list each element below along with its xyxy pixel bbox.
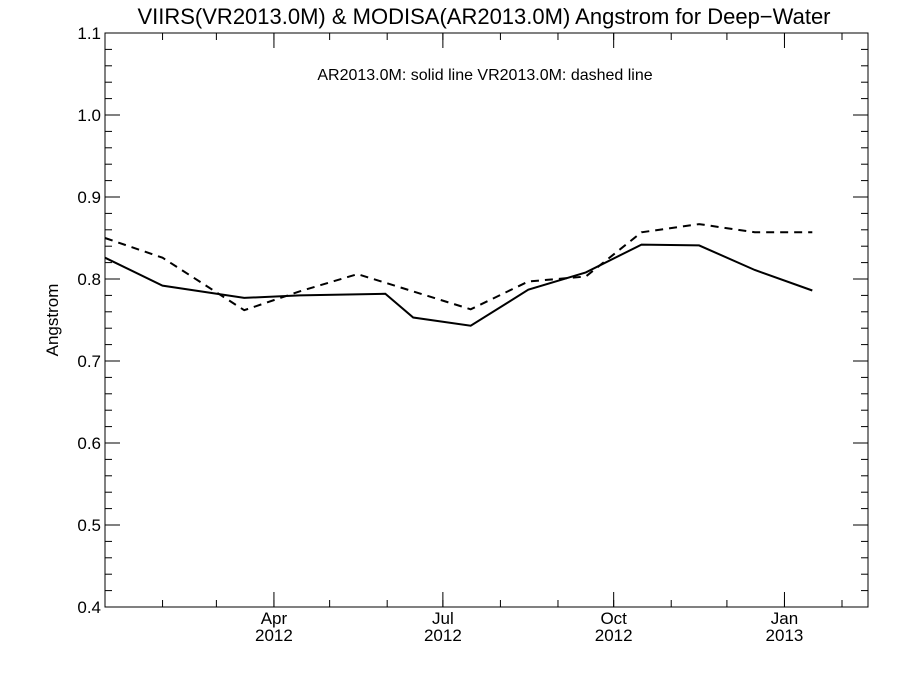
legend-text: AR2013.0M: solid line VR2013.0M: dashed … [317, 67, 652, 84]
axis-tick-labels: 0.40.50.60.70.80.91.01.1Apr2012Jul2012Oc… [77, 24, 803, 645]
x-tick-label-year: 2012 [255, 626, 293, 645]
x-tick-label-year: 2012 [424, 626, 462, 645]
y-tick-label: 0.6 [77, 434, 101, 453]
series-lines [104, 223, 813, 327]
y-tick-label: 1.1 [77, 24, 101, 43]
x-tick-label-year: 2013 [766, 626, 804, 645]
y-axis-label: Angstrom [43, 284, 62, 357]
y-tick-label: 0.7 [77, 352, 101, 371]
y-tick-label: 0.8 [77, 270, 101, 289]
x-tick-label-month: Jul [432, 609, 454, 628]
axis-ticks [105, 32, 868, 608]
chart-title: VIIRS(VR2013.0M) & MODISA(AR2013.0M) Ang… [137, 4, 830, 29]
x-tick-label-month: Apr [261, 609, 288, 628]
plot-frame [104, 32, 869, 608]
y-tick-label: 0.5 [77, 516, 101, 535]
series-line-vr2013-0m [104, 223, 813, 312]
y-tick-label: 1.0 [77, 106, 101, 125]
y-tick-label: 0.4 [77, 598, 101, 617]
x-tick-label-month: Oct [600, 609, 627, 628]
x-tick-label-month: Jan [771, 609, 798, 628]
series-line-ar2013-0m [104, 243, 813, 327]
x-tick-label-year: 2012 [595, 626, 633, 645]
y-tick-label: 0.9 [77, 188, 101, 207]
